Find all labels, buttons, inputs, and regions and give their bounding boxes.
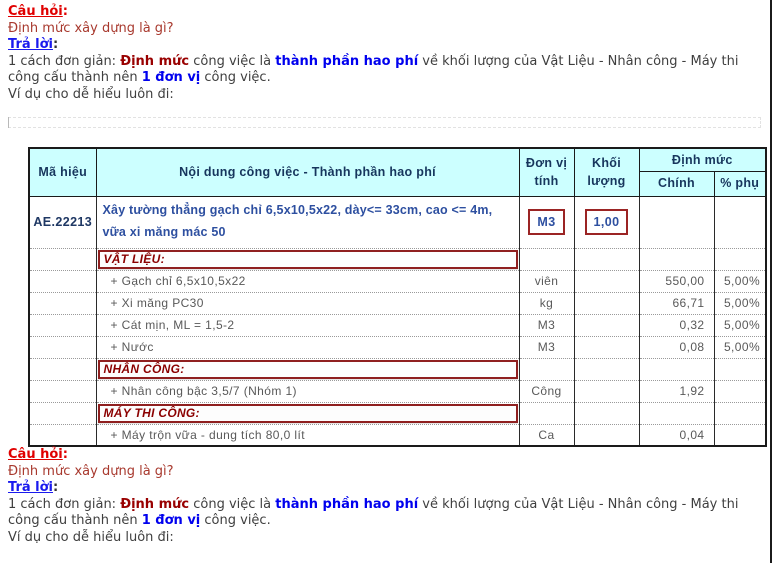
item-name: + Máy trộn vữa - dung tích 80,0 lít [95, 423, 520, 447]
item-pct-value [713, 423, 767, 447]
table-row-item: + Cát mịn, ML = 1,5-2 M3 0,32 5,00% [28, 313, 767, 337]
table-row-section: VẬT LIỆU: [28, 247, 767, 271]
item-pct-value [713, 379, 767, 403]
header-code: Mã hiệu [28, 147, 97, 197]
question-heading: Câu hỏi: [8, 4, 760, 21]
item-unit: M3 [518, 335, 575, 359]
header-qty-line2: lượng [587, 174, 626, 189]
norms-table: Mã hiệu Nội dung công việc - Thành phần … [28, 147, 768, 447]
work-main-cell [638, 195, 715, 249]
answer-paragraph: 1 cách đơn giản: Định mức công việc là t… [8, 497, 748, 530]
item-unit: M3 [518, 313, 575, 337]
answer-label: Trả lời [8, 37, 53, 52]
item-name: + Xi măng PC30 [95, 291, 520, 315]
item-name: + Nước [95, 335, 520, 359]
answer-emphasis-dinh-muc: Định mức [120, 53, 190, 69]
table-row-main: AE.22213 Xây tường thẳng gạch chỉ 6,5x10… [28, 195, 767, 249]
answer-heading: Trả lời: [8, 37, 760, 54]
work-code: AE.22213 [28, 195, 97, 249]
question-heading: Câu hỏi: [8, 447, 760, 464]
answer-emphasis-dinh-muc: Định mức [120, 496, 190, 512]
header-dinh-muc: Định mức [638, 147, 767, 172]
item-name: + Gạch chỉ 6,5x10,5x22 [95, 269, 520, 293]
question-text: Định mức xây dựng là gì? [8, 463, 174, 479]
table-row-item: + Xi măng PC30 kg 66,71 5,00% [28, 291, 767, 315]
header-pct: % phụ [713, 170, 767, 197]
work-description: Xây tường thẳng gạch chỉ 6,5x10,5x22, dà… [95, 195, 520, 249]
page-right-border [770, 0, 772, 563]
question-label-colon: : [62, 447, 68, 462]
answer-emphasis-don-vi: 1 đơn vị [141, 513, 201, 528]
header-unit-line1: Đơn vị [525, 156, 568, 171]
item-unit: Ca [518, 423, 575, 447]
item-name: + Cát mịn, ML = 1,5-2 [95, 313, 520, 337]
table-row-item: + Máy trộn vữa - dung tích 80,0 lít Ca 0… [28, 423, 767, 447]
answer-emphasis-thanh-phan: thành phần hao phí [275, 496, 419, 512]
answer-label-colon: : [53, 480, 59, 495]
answer-text: công việc là [189, 496, 276, 512]
item-main-value: 0,32 [638, 313, 715, 337]
question-label-colon: : [62, 4, 68, 19]
question-label: Câu hỏi [8, 4, 63, 19]
item-main-value: 66,71 [638, 291, 715, 315]
qa-block-bottom: Câu hỏi: Định mức xây dựng là gì? Trả lờ… [8, 447, 760, 546]
qty-highlight-box: 1,00 [584, 209, 629, 235]
header-qty-line1: Khối [592, 156, 621, 171]
table-row-section: NHÂN CÔNG: [28, 357, 767, 381]
header-quantity: Khối lượng [573, 147, 640, 197]
table-row-item: + Gạch chỉ 6,5x10,5x22 viên 550,00 5,00% [28, 269, 767, 293]
selection-marquee [8, 117, 761, 128]
work-pct-cell [713, 195, 767, 249]
answer-text: công việc. [200, 70, 271, 85]
answer-label-colon: : [53, 37, 59, 52]
answer-text: về khối lượng của Vật Liệu - Nhân công -… [8, 496, 739, 529]
item-unit: kg [518, 291, 575, 315]
table-row-item: + Nước M3 0,08 5,00% [28, 335, 767, 359]
answer-text: công việc. [200, 513, 271, 528]
unit-highlight-box: M3 [528, 209, 565, 235]
section-header-vat-lieu: VẬT LIỆU: [97, 249, 518, 269]
answer-text: 1 cách đơn giản: [8, 53, 121, 69]
answer-emphasis-don-vi: 1 đơn vị [141, 70, 201, 85]
section-header-nhan-cong: NHÂN CÔNG: [97, 359, 518, 379]
answer-paragraph: 1 cách đơn giản: Định mức công việc là t… [8, 54, 748, 87]
marquee-tick [8, 117, 9, 128]
item-main-value: 1,92 [638, 379, 715, 403]
header-unit: Đơn vị tính [518, 147, 575, 197]
answer-heading: Trả lời: [8, 480, 760, 497]
question-label: Câu hỏi [8, 447, 63, 462]
item-main-value: 0,08 [638, 335, 715, 359]
header-main: Chính [638, 170, 715, 197]
question-text: Định mức xây dựng là gì? [8, 20, 174, 36]
item-pct-value: 5,00% [713, 335, 767, 359]
section-header-may-thi-cong: MÁY THI CÔNG: [97, 403, 518, 423]
answer-text: 1 cách đơn giản: [8, 496, 121, 512]
item-unit: viên [518, 269, 575, 293]
example-line: Ví dụ cho dễ hiểu luôn đi: [8, 529, 174, 545]
answer-text: về khối lượng của Vật Liệu - Nhân công -… [8, 53, 739, 86]
work-unit-cell: M3 [518, 195, 575, 249]
item-main-value: 0,04 [638, 423, 715, 447]
item-name: + Nhân công bậc 3,5/7 (Nhóm 1) [95, 379, 520, 403]
table-row-section: MÁY THI CÔNG: [28, 401, 767, 425]
qa-block-top: Câu hỏi: Định mức xây dựng là gì? Trả lờ… [8, 4, 760, 103]
header-unit-line2: tính [534, 174, 559, 189]
answer-text: công việc là [189, 53, 276, 69]
table-row-item: + Nhân công bậc 3,5/7 (Nhóm 1) Công 1,92 [28, 379, 767, 403]
answer-label: Trả lời [8, 480, 53, 495]
work-qty-cell: 1,00 [573, 195, 640, 249]
item-pct-value: 5,00% [713, 269, 767, 293]
answer-emphasis-thanh-phan: thành phần hao phí [275, 53, 419, 69]
item-unit: Công [518, 379, 575, 403]
example-line: Ví dụ cho dễ hiểu luôn đi: [8, 86, 174, 102]
item-pct-value: 5,00% [713, 291, 767, 315]
header-content: Nội dung công việc - Thành phần hao phí [95, 147, 520, 197]
item-pct-value: 5,00% [713, 313, 767, 337]
item-main-value: 550,00 [638, 269, 715, 293]
